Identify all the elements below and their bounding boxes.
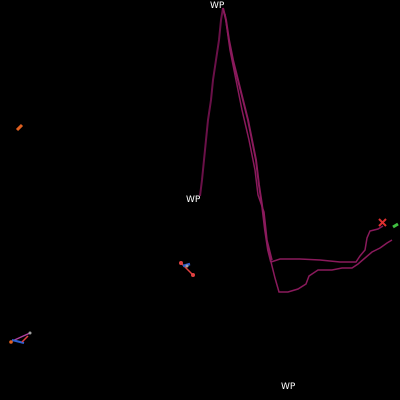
route-path-spike-left: [199, 7, 224, 197]
route-path-valley-lower: [270, 239, 393, 293]
waypoint-label-top[interactable]: WP: [210, 1, 225, 11]
unit-cluster-center-icon[interactable]: [179, 261, 195, 277]
waypoint-label-mid[interactable]: WP: [186, 195, 201, 205]
friendly-unit-icon[interactable]: [392, 222, 399, 229]
waypoint-label-bottom[interactable]: WP: [281, 382, 296, 392]
unit-cluster-bottom-left-icon[interactable]: [9, 331, 32, 344]
orange-unit-icon[interactable]: [15, 123, 24, 132]
route-path-valley-upper: [270, 225, 384, 263]
route-path-spike-inner: [224, 13, 273, 261]
target-x-marker-icon[interactable]: [378, 218, 387, 227]
